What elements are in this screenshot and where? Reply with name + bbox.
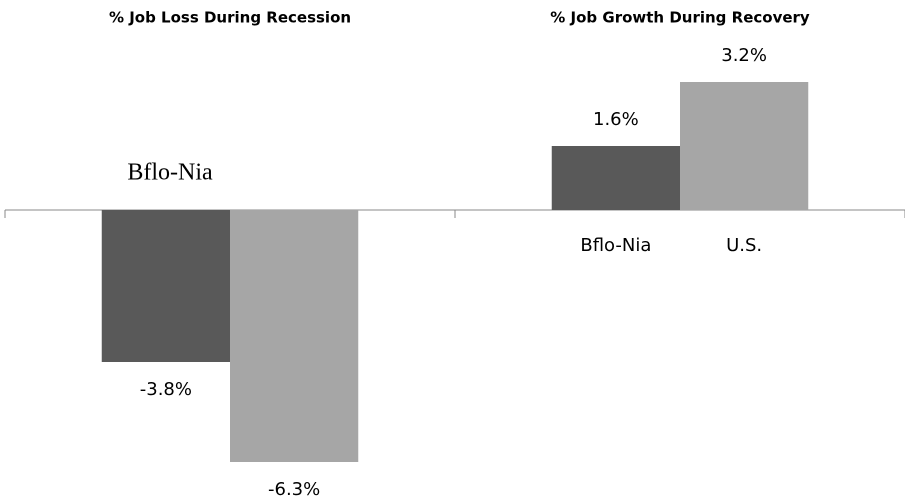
value-label: -3.8%: [140, 379, 192, 400]
value-label: -6.3%: [268, 479, 320, 500]
group-title: % Job Growth During Recovery: [550, 9, 810, 27]
series-label: Bflo-Nia: [580, 235, 651, 256]
bar: [230, 210, 359, 462]
series-label: Bflo-Nia: [127, 160, 213, 186]
value-label: 1.6%: [593, 109, 639, 130]
series-label: U.S.: [726, 235, 762, 256]
bar: [680, 82, 809, 210]
bar: [551, 146, 680, 210]
bar: [101, 210, 230, 362]
value-label: 3.2%: [721, 45, 767, 66]
group-title: % Job Loss During Recession: [109, 9, 351, 27]
